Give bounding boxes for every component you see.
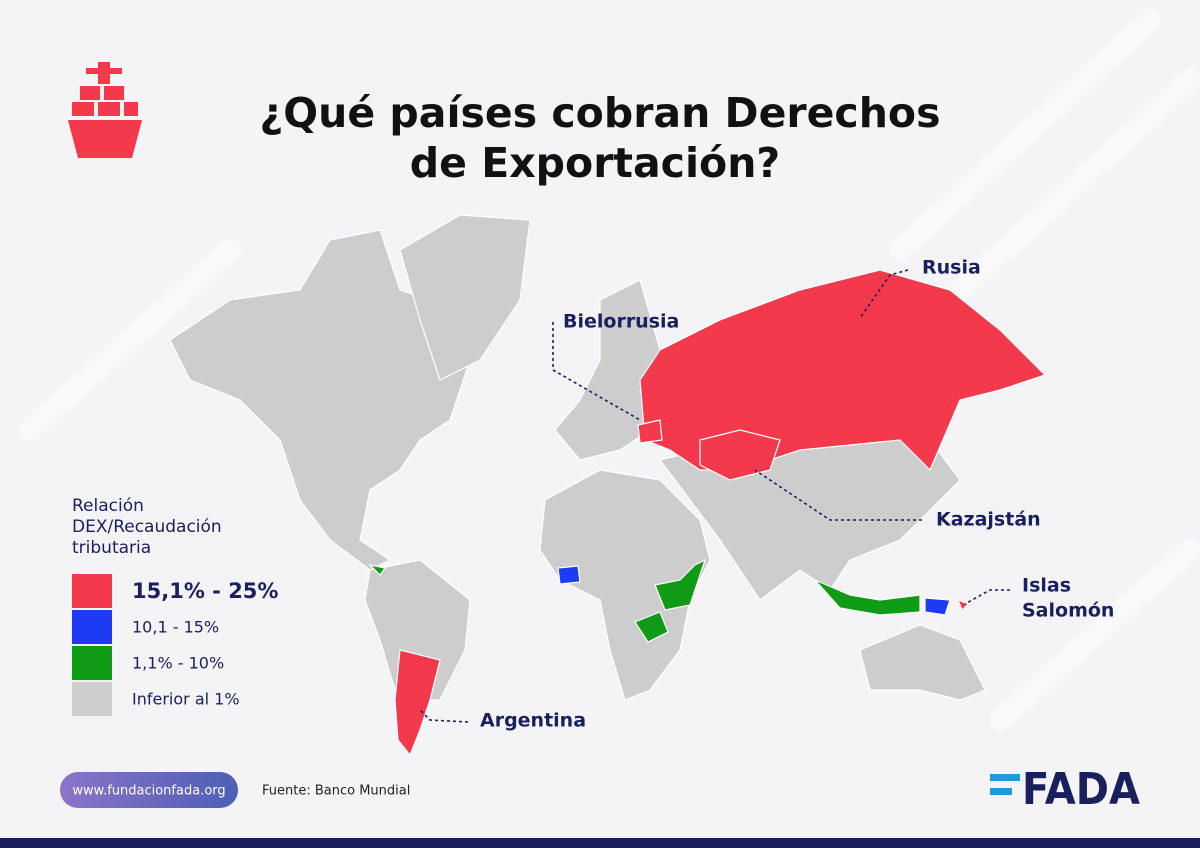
legend: Relación DEX/Recaudación tributaria 15,1… — [72, 496, 278, 716]
europe — [554, 279, 661, 461]
zambia — [634, 611, 669, 643]
decor — [19, 9, 1200, 731]
logo-text: FADA — [1022, 764, 1140, 815]
solomon — [956, 598, 970, 612]
central-america — [368, 564, 387, 576]
country-label: Kazajstán — [936, 509, 1041, 531]
legend-swatch — [72, 646, 112, 680]
country-label: Salomón — [1022, 600, 1114, 622]
url-pill[interactable] — [60, 772, 238, 808]
logo-bar — [990, 774, 1020, 781]
logo-bar — [990, 788, 1012, 795]
leader-line — [754, 469, 922, 521]
leader-line — [859, 269, 909, 319]
country-label: Rusia — [922, 257, 981, 279]
title-line: de Exportación? — [410, 139, 780, 187]
indonesia — [814, 579, 921, 616]
logo: FADA — [990, 764, 1140, 815]
footer-url[interactable]: www.fundacionfada.org — [72, 784, 225, 799]
legend-label: 15,1% - 25% — [132, 579, 278, 603]
leader-line — [964, 589, 1010, 605]
title-line: ¿Qué países cobran Derechos — [260, 89, 941, 137]
australia — [859, 624, 986, 701]
argentina — [394, 649, 441, 757]
russia — [639, 269, 1047, 472]
kazakhstan — [699, 429, 781, 481]
greenland — [399, 214, 531, 381]
papua — [924, 597, 951, 616]
leader-line — [419, 709, 469, 723]
legend-title: Relación — [72, 496, 144, 516]
legend-label: 10,1 - 15% — [132, 618, 219, 637]
footer-source: Fuente: Banco Mundial — [262, 784, 410, 799]
legend-label: Inferior al 1% — [132, 690, 240, 709]
east-africa — [654, 558, 707, 611]
belarus — [637, 419, 663, 444]
north-america — [169, 229, 471, 571]
country-label: Bielorrusia — [563, 311, 679, 333]
country-label: Islas — [1022, 575, 1071, 597]
ship-icon — [68, 62, 142, 158]
legend-label: 1,1% - 10% — [132, 654, 224, 673]
legend-title: DEX/Recaudación — [72, 517, 222, 537]
leader-line — [552, 322, 641, 421]
world-map — [169, 214, 1047, 757]
legend-swatch — [72, 682, 112, 716]
country-label: Argentina — [480, 710, 586, 732]
legend-swatch — [72, 574, 112, 608]
ivory-coast — [557, 565, 581, 585]
legend-title: tributaria — [72, 538, 151, 558]
bottom-bar — [0, 838, 1200, 848]
legend-swatch — [72, 610, 112, 644]
